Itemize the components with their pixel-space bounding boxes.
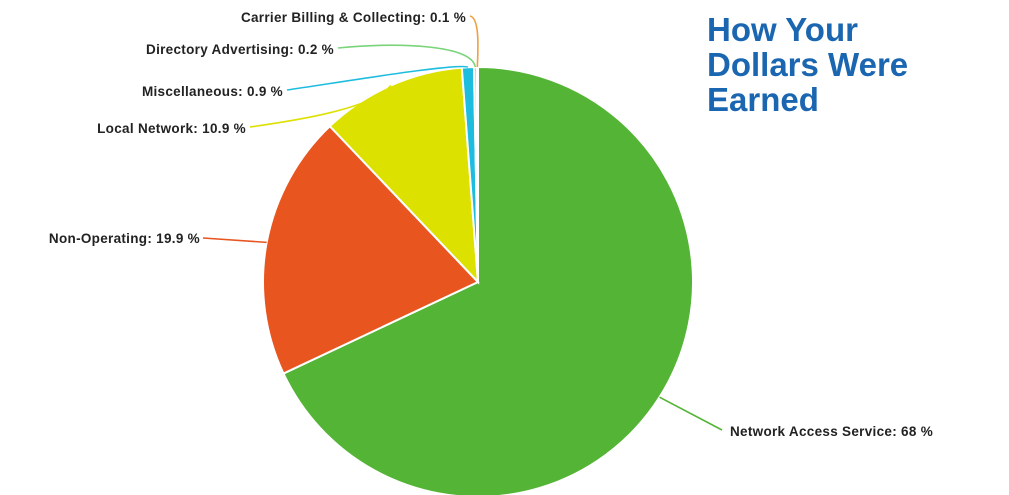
- slice-label-local-network: Local Network: 10.9 %: [97, 121, 246, 136]
- leader-line-network-access-service: [659, 396, 723, 431]
- heading-line-2: Dollars Were: [707, 46, 909, 83]
- leader-line-non-operating: [202, 237, 267, 244]
- pie-slice-network-access-service: [282, 65, 694, 495]
- slice-label-miscellaneous: Miscellaneous: 0.9 %: [142, 84, 283, 99]
- slice-label-carrier-billing-collecting: Carrier Billing & Collecting: 0.1 %: [241, 10, 466, 25]
- leader-line-miscellaneous: [286, 65, 469, 91]
- pie-slice-non-operating: [262, 124, 480, 375]
- slice-label-non-operating: Non-Operating: 19.9 %: [49, 231, 200, 246]
- slice-label-directory-advertising: Directory Advertising: 0.2 %: [146, 42, 334, 57]
- chart-heading: How Your Dollars Were Earned: [707, 12, 997, 117]
- heading-line-3: Earned: [707, 81, 819, 118]
- leader-line-local-network: [249, 85, 392, 128]
- slice-label-network-access-service: Network Access Service: 68 %: [730, 424, 933, 439]
- leader-line-directory-advertising: [337, 44, 477, 68]
- pie-slice-carrier-billing-collecting: [475, 65, 479, 283]
- heading-line-1: How Your: [707, 11, 858, 48]
- leader-line-carrier-billing-collecting: [469, 15, 479, 68]
